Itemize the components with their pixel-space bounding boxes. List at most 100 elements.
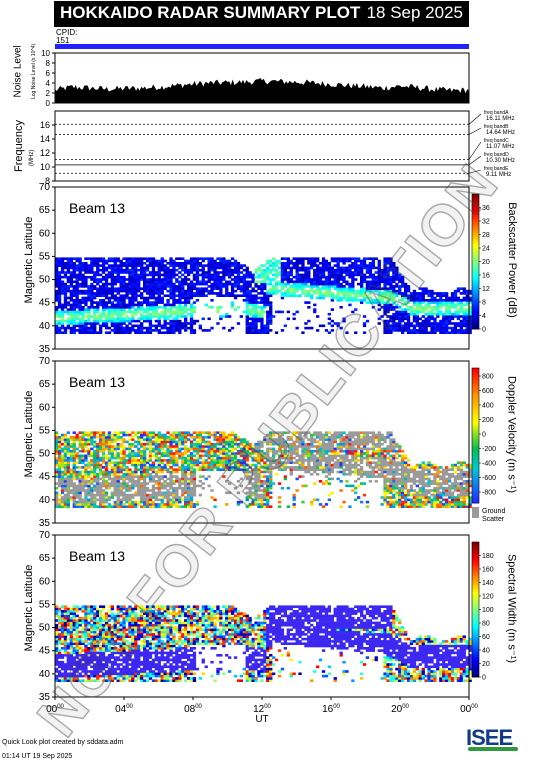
power-cell	[181, 324, 185, 328]
velocity-cell	[110, 461, 114, 464]
velocity-cell	[75, 438, 79, 441]
velocity-cell	[55, 473, 59, 476]
power-cell	[178, 299, 182, 302]
velocity-cell	[99, 442, 103, 446]
power-cell	[81, 292, 85, 295]
power-cell	[55, 329, 59, 332]
velocity-cell	[75, 473, 79, 476]
power-cell	[257, 268, 261, 272]
velocity-cell	[295, 449, 299, 453]
velocity-cell	[269, 486, 273, 490]
velocity-cell	[189, 461, 194, 464]
velocity-cell	[60, 470, 65, 474]
power-cell	[242, 289, 246, 293]
power-cell	[184, 264, 188, 267]
power-cell	[245, 331, 249, 334]
velocity-cell	[145, 447, 150, 451]
power-cell	[122, 308, 126, 311]
power-cell	[175, 306, 179, 309]
power-cell	[134, 308, 138, 311]
velocity-cell	[125, 473, 129, 476]
velocity-cell	[116, 489, 120, 492]
power-cell	[66, 280, 70, 284]
velocity-cell	[78, 500, 82, 504]
power-cell	[445, 296, 449, 300]
velocity-cell	[84, 466, 88, 469]
velocity-cell	[192, 436, 197, 439]
power-cell	[418, 326, 422, 330]
power-cell	[154, 299, 158, 302]
power-cell	[128, 259, 132, 263]
power-cell	[128, 273, 132, 277]
power-cell	[360, 273, 364, 277]
power-cell	[274, 271, 279, 274]
power-cell	[157, 282, 161, 286]
power-cell	[113, 262, 117, 265]
power-cell	[354, 268, 358, 272]
power-cell	[75, 329, 79, 332]
velocity-cell	[266, 480, 270, 483]
power-cell	[286, 310, 290, 314]
power-cell	[313, 280, 317, 284]
power-cell	[66, 278, 70, 281]
velocity-cell	[219, 440, 223, 444]
velocity-cell	[201, 482, 205, 485]
power-cell	[66, 308, 70, 311]
power-cell	[295, 278, 299, 281]
velocity-cell	[192, 486, 197, 490]
power-cell	[401, 329, 405, 332]
power-cell	[151, 294, 156, 297]
power-cell	[316, 289, 320, 293]
velocity-cell	[72, 463, 76, 467]
velocity-cell	[72, 461, 76, 464]
power-cell	[90, 301, 94, 304]
power-cell	[137, 306, 141, 309]
power-cell	[90, 322, 94, 325]
velocity-cell	[260, 498, 264, 502]
velocity-cell	[184, 468, 188, 471]
power-cell	[269, 308, 273, 311]
power-cell	[386, 268, 390, 272]
power-cell	[110, 268, 114, 272]
velocity-cell	[283, 445, 287, 448]
velocity-cell	[60, 496, 65, 499]
power-cell	[336, 259, 340, 263]
power-cell	[445, 326, 449, 330]
velocity-cell	[184, 491, 188, 495]
velocity-cell	[134, 463, 138, 467]
power-cell	[181, 264, 185, 267]
velocity-cell	[128, 489, 132, 492]
power-cell	[380, 306, 384, 309]
power-cell	[442, 329, 446, 332]
velocity-cell	[292, 431, 296, 434]
power-cell	[401, 331, 405, 334]
velocity-cell	[245, 449, 249, 453]
power-cell	[225, 287, 229, 290]
power-cell	[90, 278, 94, 281]
power-cell	[93, 257, 97, 260]
power-cell	[119, 312, 123, 316]
power-cell	[398, 310, 402, 314]
power-colorbar-tick-label: 36	[482, 205, 490, 212]
velocity-cell	[96, 482, 100, 485]
velocity-cell	[272, 456, 276, 460]
velocity-cell	[277, 505, 282, 508]
velocity-cell	[266, 463, 270, 467]
velocity-cell	[230, 452, 235, 455]
power-cell	[72, 324, 76, 328]
power-cell	[324, 292, 329, 295]
velocity-cell	[289, 449, 293, 453]
power-cell	[178, 287, 182, 290]
power-cell	[172, 310, 176, 314]
velocity-cell	[266, 433, 270, 437]
power-cell	[307, 301, 311, 304]
velocity-cell	[254, 449, 258, 453]
power-cell	[257, 306, 261, 309]
power-cell	[286, 275, 290, 279]
velocity-cells	[55, 431, 472, 508]
power-cell	[307, 275, 311, 279]
velocity-cell	[187, 496, 191, 499]
power-cell	[336, 324, 340, 328]
power-cell	[145, 308, 150, 311]
velocity-cell	[66, 505, 70, 508]
